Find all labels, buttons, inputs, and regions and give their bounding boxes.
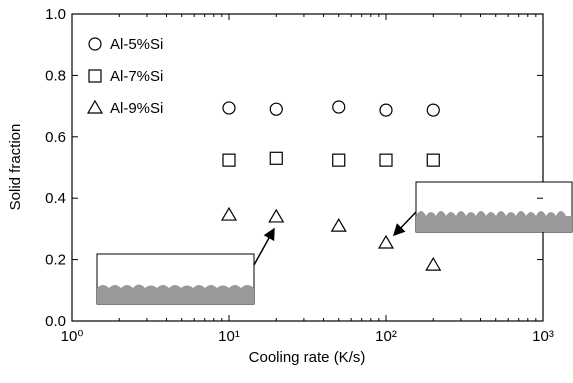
- legend-symbol: [89, 38, 101, 50]
- y-axis-label: Solid fraction: [7, 124, 24, 211]
- legend-label: Al-9%Si: [110, 100, 163, 117]
- legend-symbol: [89, 70, 101, 82]
- x-axis-label: Cooling rate (K/s): [249, 349, 366, 366]
- point: [333, 101, 345, 113]
- y-tick-label: 0.6: [45, 129, 66, 146]
- point: [222, 208, 236, 220]
- point: [332, 219, 346, 231]
- point: [223, 154, 235, 166]
- y-tick-label: 0.0: [45, 313, 66, 330]
- y-tick-label: 1.0: [45, 6, 66, 23]
- y-tick-label: 0.8: [45, 67, 66, 84]
- point: [270, 152, 282, 164]
- point: [380, 154, 392, 166]
- x-tick-label: 10³: [532, 328, 554, 345]
- point: [427, 104, 439, 116]
- x-tick-label: 10⁰: [61, 328, 84, 345]
- point: [379, 236, 393, 248]
- inset-low: [97, 229, 274, 304]
- x-tick-label: 10¹: [218, 328, 240, 345]
- inset-high: [394, 182, 572, 235]
- point: [427, 154, 439, 166]
- legend-symbol: [88, 101, 102, 113]
- point: [269, 210, 283, 222]
- y-tick-label: 0.2: [45, 252, 66, 269]
- point: [380, 104, 392, 116]
- legend-label: Al-5%Si: [110, 36, 163, 53]
- point: [223, 102, 235, 114]
- point: [426, 258, 440, 270]
- point: [333, 154, 345, 166]
- point: [270, 103, 282, 115]
- y-tick-label: 0.4: [45, 190, 66, 207]
- chart: Cooling rate (K/s) Solid fraction 10⁰ 10¹…: [0, 0, 573, 378]
- legend-label: Al-7%Si: [110, 68, 163, 85]
- x-tick-label: 10²: [375, 328, 397, 345]
